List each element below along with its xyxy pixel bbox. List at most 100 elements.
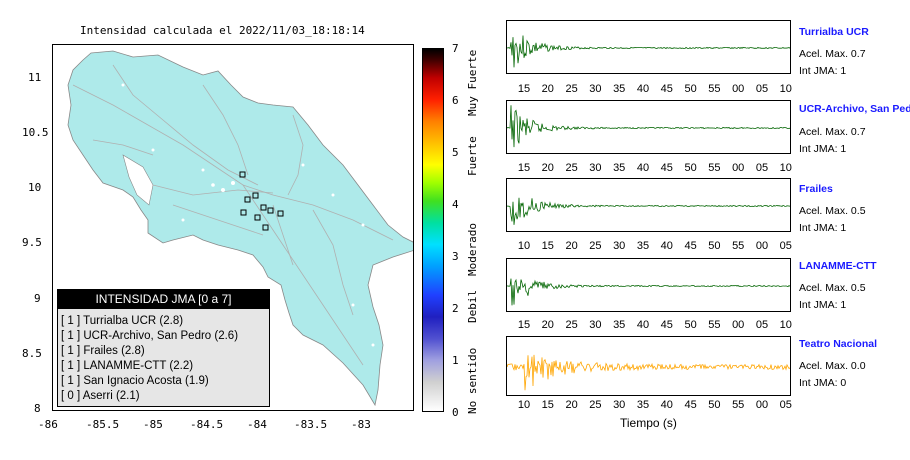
trace-tick-label: 35 <box>613 319 626 331</box>
x-tick: -84 <box>247 418 267 431</box>
station-int: Int JMA: 1 <box>799 65 847 77</box>
trace-tick-label: 05 <box>755 319 769 331</box>
legend-title: INTENSIDAD JMA [0 a 7] <box>57 289 270 309</box>
trace-ucr-archivo[interactable] <box>506 100 791 154</box>
station-int: Int JMA: 1 <box>799 299 847 311</box>
y-tick: 10 <box>28 181 42 194</box>
trace-turrialba-ucr[interactable] <box>506 20 791 74</box>
trace-tick-label: 20 <box>541 319 554 331</box>
trace-tick-label: 50 <box>708 240 721 252</box>
y-tick: 8.5 <box>22 347 42 360</box>
trace-tick-label: 40 <box>636 162 650 174</box>
y-tick: 9 <box>34 292 41 305</box>
colorbar-tick: 7 <box>452 42 459 55</box>
trace-ticks: 15 20 25 30 35 40 45 50 55 00 05 10 <box>506 83 792 97</box>
trace-tick-label: 00 <box>755 399 769 411</box>
trace-tick-label: 05 <box>779 240 792 252</box>
trace-tick-label: 55 <box>708 83 721 95</box>
colorbar-word: No sentido <box>466 347 479 414</box>
intensity-colorbar <box>422 48 444 412</box>
trace-tick-label: 30 <box>589 319 602 331</box>
trace-tick-label: 35 <box>613 83 626 95</box>
waveform <box>507 197 790 225</box>
y-tick: 11 <box>28 71 42 84</box>
trace-tick-label: 10 <box>517 240 531 252</box>
trace-tick-label: 25 <box>589 240 602 252</box>
trace-tick-label: 40 <box>636 83 650 95</box>
waveform <box>507 278 790 306</box>
trace-tick-label: 00 <box>755 240 769 252</box>
trace-tick-label: 35 <box>636 399 650 411</box>
trace-tick-label: 15 <box>541 240 554 252</box>
station-acel: Acel. Max. 0.5 <box>799 282 866 294</box>
trace-tick-label: 15 <box>517 162 531 174</box>
station-acel: Acel. Max. 0.0 <box>799 360 866 372</box>
station-acel: Acel. Max. 0.5 <box>799 205 866 217</box>
trace-tick-label: 10 <box>517 399 531 411</box>
legend-row: [ 1 ] Frailes (2.8) <box>61 345 145 357</box>
colorbar-word: Debil <box>466 289 479 323</box>
trace-tick-label: 30 <box>589 83 602 95</box>
trace-tick-label: 30 <box>589 162 602 174</box>
trace-tick-label: 55 <box>708 162 721 174</box>
x-tick: -83.5 <box>294 418 328 431</box>
trace-tick-label: 15 <box>541 399 554 411</box>
trace-tick-label: 40 <box>660 240 673 252</box>
station-int: Int JMA: 1 <box>799 222 847 234</box>
trace-tick-label: 50 <box>708 399 721 411</box>
trace-tick-label: 10 <box>779 319 792 331</box>
station-acel: Acel. Max. 0.7 <box>799 126 866 138</box>
trace-tick-label: 35 <box>613 162 626 174</box>
station-name: Frailes <box>799 183 833 195</box>
trace-tick-label: 55 <box>732 399 745 411</box>
trace-tick-label: 25 <box>565 319 578 331</box>
trace-frailes[interactable] <box>506 178 791 232</box>
x-tick: -84.5 <box>190 418 224 431</box>
station-name: UCR-Archivo, San Pedro <box>799 103 910 115</box>
trace-ticks: 10 15 20 25 30 35 40 45 50 55 00 05 <box>506 240 792 254</box>
colorbar-tick: 0 <box>452 406 459 419</box>
trace-tick-label: 55 <box>708 319 721 331</box>
x-axis-label: Tiempo (s) <box>620 416 677 430</box>
trace-tick-label: 10 <box>779 162 792 174</box>
colorbar-tick: 2 <box>452 302 459 315</box>
trace-tick-label: 05 <box>779 399 792 411</box>
trace-tick-label: 45 <box>684 240 697 252</box>
station-acel: Acel. Max. 0.7 <box>799 48 866 60</box>
colorbar-word: Muy Fuerte <box>466 49 479 116</box>
legend-row: [ 0 ] Aserri (2.1) <box>61 390 140 402</box>
colorbar-word: Fuerte <box>466 136 479 176</box>
trace-tick-label: 50 <box>684 83 697 95</box>
colorbar-tick: 5 <box>452 146 459 159</box>
y-tick: 8 <box>34 402 41 415</box>
x-tick: -83 <box>351 418 371 431</box>
colorbar-tick: 3 <box>452 250 459 263</box>
land-polygon <box>67 50 413 407</box>
trace-tick-label: 00 <box>732 162 745 174</box>
trace-tick-label: 15 <box>517 319 531 331</box>
trace-teatro-nacional[interactable] <box>506 336 791 396</box>
x-tick: -85 <box>143 418 163 431</box>
x-tick: -85.5 <box>86 418 120 431</box>
trace-tick-label: 05 <box>755 162 769 174</box>
station-name: Teatro Nacional <box>799 338 877 350</box>
trace-tick-label: 40 <box>660 399 673 411</box>
legend-row: [ 1 ] Turrialba UCR (2.8) <box>61 315 184 327</box>
trace-lanamme-ctt[interactable] <box>506 258 791 312</box>
colorbar-tick: 1 <box>452 354 459 367</box>
trace-tick-label: 50 <box>684 319 697 331</box>
trace-tick-label: 20 <box>565 399 578 411</box>
trace-tick-label: 55 <box>732 240 745 252</box>
trace-tick-label: 30 <box>613 399 626 411</box>
trace-ticks: 15 20 25 30 35 40 45 50 55 00 05 10 <box>506 162 792 176</box>
trace-ticks: 15 20 25 30 35 40 45 50 55 00 05 10 <box>506 319 792 333</box>
trace-tick-label: 05 <box>755 83 769 95</box>
station-name: Turrialba UCR <box>799 26 869 38</box>
trace-tick-label: 00 <box>732 319 745 331</box>
y-tick: 9.5 <box>22 236 42 249</box>
legend-row: [ 1 ] UCR-Archivo, San Pedro (2.6) <box>61 330 239 342</box>
trace-tick-label: 25 <box>565 162 578 174</box>
trace-tick-label: 20 <box>565 240 578 252</box>
trace-tick-label: 20 <box>541 162 554 174</box>
trace-tick-label: 45 <box>660 162 673 174</box>
